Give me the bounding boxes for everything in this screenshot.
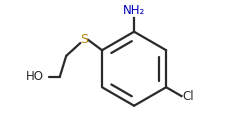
Text: Cl: Cl: [182, 90, 194, 103]
Text: S: S: [80, 33, 88, 46]
Text: NH₂: NH₂: [123, 4, 145, 17]
Text: HO: HO: [26, 70, 44, 83]
